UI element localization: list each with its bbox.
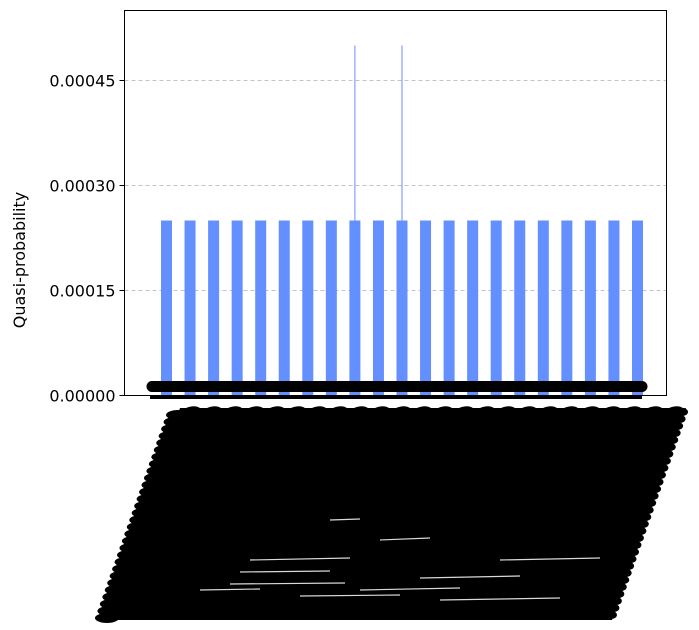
bar — [278, 220, 290, 396]
bar — [255, 220, 267, 396]
x-label-edge — [673, 415, 686, 423]
x-label-gap — [239, 570, 331, 573]
x-label-edge — [624, 555, 637, 563]
spike-lines — [354, 45, 403, 396]
y-tick-label: 0.00000 — [49, 387, 115, 406]
x-label-edge — [671, 422, 684, 430]
x-label-gap — [299, 594, 401, 597]
x-label-edge — [619, 569, 632, 577]
x-label-edge — [388, 406, 412, 422]
x-label-edge — [639, 513, 652, 521]
bar — [561, 220, 573, 396]
x-label-edge — [653, 471, 666, 479]
bar — [490, 220, 502, 396]
x-label-edge — [535, 406, 559, 422]
x-label-edge — [656, 464, 669, 472]
bar — [420, 220, 432, 396]
x-label-edge — [622, 562, 635, 570]
x-label-gap — [439, 597, 561, 601]
x-label-gap — [379, 537, 431, 541]
x-label-edge — [614, 583, 627, 591]
x-label-edge — [241, 406, 265, 422]
x-label-edge — [304, 406, 328, 422]
bar — [443, 220, 455, 396]
bar — [537, 220, 549, 396]
x-label-edge — [94, 613, 119, 623]
x-label-edge — [631, 534, 644, 542]
x-label-edge — [641, 506, 654, 514]
x-label-gap — [329, 518, 361, 521]
bar — [208, 220, 220, 396]
y-axis-title: Quasi-probability — [10, 192, 29, 328]
x-label-edge — [556, 406, 580, 422]
x-label-edge — [640, 406, 664, 422]
x-label-edge — [646, 492, 659, 500]
bar — [302, 220, 314, 396]
x-label-edge — [629, 541, 642, 549]
x-label-mass — [106, 408, 686, 620]
bar — [372, 220, 384, 396]
y-tick-label: 0.00030 — [49, 177, 115, 196]
x-label-gap — [419, 575, 521, 579]
x-label-gap — [199, 588, 261, 591]
x-label-edge — [619, 406, 643, 422]
bar — [514, 220, 526, 396]
x-label-edge — [598, 406, 622, 422]
x-label-edge — [493, 406, 517, 422]
x-label-edge — [409, 406, 433, 422]
x-label-edge — [607, 604, 620, 612]
x-label-edge — [663, 443, 676, 451]
bar — [608, 220, 620, 396]
y-axis-ticks: 0.00000 0.00015 0.00030 0.00045 — [49, 72, 125, 406]
x-label-edge — [627, 548, 639, 556]
x-label-edge — [612, 590, 625, 598]
x-label-edge — [451, 406, 475, 422]
x-label-edge — [661, 450, 674, 458]
x-label-edge — [676, 408, 688, 416]
bar — [325, 220, 337, 396]
x-label-gap — [499, 557, 601, 561]
x-tick-labels-overlap — [94, 406, 688, 623]
x-label-edge — [609, 597, 622, 605]
x-label-edge — [649, 485, 662, 493]
x-label-edge — [346, 406, 370, 422]
x-label-edge — [430, 406, 454, 422]
x-label-edge — [577, 406, 601, 422]
x-label-edge — [666, 436, 679, 444]
x-label-edge — [604, 611, 617, 619]
bar — [584, 220, 596, 396]
x-label-edge — [651, 478, 664, 486]
x-label-edge — [325, 406, 349, 422]
x-label-edge — [617, 576, 630, 584]
plot-frame — [124, 10, 667, 396]
x-label-edge — [668, 429, 681, 437]
x-label-gap — [359, 587, 461, 591]
y-tick-label: 0.00045 — [49, 72, 115, 91]
bar — [161, 220, 172, 396]
bar — [467, 220, 479, 396]
x-label-edge — [199, 406, 223, 422]
bar — [231, 220, 243, 396]
x-label-edge — [472, 406, 496, 422]
x-label-edge — [283, 406, 307, 422]
x-label-gap — [249, 557, 351, 561]
x-tick-marker-band — [146, 381, 648, 399]
x-label-edge — [658, 457, 671, 465]
bar — [184, 220, 196, 396]
x-label-edge — [220, 406, 244, 422]
x-label-edge — [636, 520, 649, 528]
x-label-edge — [644, 499, 657, 507]
x-label-edge — [514, 406, 538, 422]
x-label-gap — [229, 582, 346, 585]
bar — [632, 220, 643, 396]
x-marker-dot — [636, 381, 648, 392]
y-tick-label: 0.00015 — [49, 282, 115, 301]
x-label-edge — [367, 406, 391, 422]
x-label-edge — [634, 527, 647, 535]
y-gridlines — [124, 80, 667, 291]
x-label-edge — [262, 406, 286, 422]
